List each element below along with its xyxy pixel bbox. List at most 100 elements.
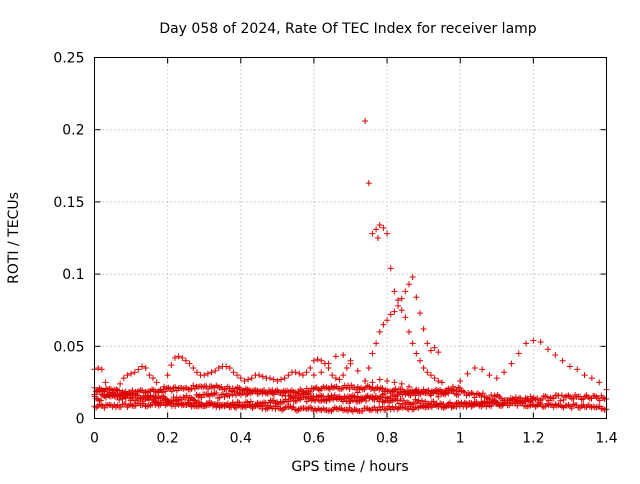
data-point-satellite-a	[135, 366, 142, 373]
data-point-band-3	[312, 396, 319, 403]
x-tick-label: 0.6	[303, 431, 325, 447]
data-point-satellite-d	[398, 295, 405, 302]
y-tick-label: 0.25	[53, 51, 84, 67]
data-point-satellite-b	[347, 357, 354, 364]
data-point-satellite-c	[384, 230, 391, 237]
data-point-satellite-a	[307, 364, 314, 371]
data-point-band-3	[221, 393, 228, 400]
data-point-satellite-c	[362, 118, 369, 125]
data-point-band-2	[440, 400, 447, 407]
data-point-band-2	[550, 395, 557, 402]
data-point-satellite-a	[314, 356, 321, 363]
data-point-band-2	[570, 395, 577, 402]
data-point-satellite-b	[486, 372, 493, 379]
data-point-satellite-a	[223, 363, 230, 370]
data-point-satellite-a	[120, 375, 127, 382]
data-point-band-1	[379, 403, 386, 410]
data-point-band-3	[183, 392, 190, 399]
data-point-satellite-b	[501, 369, 508, 376]
data-point-band-2	[558, 392, 565, 399]
data-point-satellite-b	[544, 346, 551, 353]
data-point-satellite-a	[186, 360, 193, 367]
data-point-satellite-d	[420, 325, 427, 332]
data-point-band-3	[226, 392, 233, 399]
data-point-satellite-a	[329, 372, 336, 379]
data-point-satellite-a	[215, 364, 222, 371]
data-point-satellite-a	[182, 357, 189, 364]
data-point-satellite-b	[318, 369, 325, 376]
data-point-band-4	[346, 386, 353, 393]
data-point-satellite-d	[380, 321, 387, 328]
data-point-band-3	[351, 394, 358, 401]
data-point-band-2	[534, 395, 541, 402]
data-point-satellite-a	[201, 372, 208, 379]
data-point-band-3	[455, 391, 462, 398]
data-point-satellite-a	[310, 357, 317, 364]
y-tick-label: 0.05	[53, 339, 84, 355]
data-point-satellite-a	[259, 373, 266, 380]
data-point-satellite-b	[596, 379, 603, 386]
data-point-band-3	[371, 396, 378, 403]
data-point-band-4	[94, 388, 101, 395]
x-tick-label: 0	[90, 431, 99, 447]
data-point-band-1	[344, 408, 351, 415]
data-point-satellite-b	[406, 383, 413, 390]
data-point-satellite-c	[376, 222, 383, 229]
data-point-satellite-a	[270, 376, 277, 383]
data-point-band-2	[214, 399, 221, 406]
data-point-satellite-a	[234, 372, 241, 379]
data-point-satellite-a	[237, 375, 244, 382]
data-point-satellite-c	[369, 230, 376, 237]
data-point-satellite-d	[435, 349, 442, 356]
data-point-satellite-a	[98, 366, 105, 373]
data-point-satellite-a	[142, 364, 149, 371]
data-point-band-1	[374, 407, 381, 414]
data-point-band-3	[160, 393, 167, 400]
data-point-band-2	[596, 397, 603, 404]
data-point-band-2	[397, 396, 404, 403]
data-point-satellite-b	[566, 363, 573, 370]
x-tick-label: 1	[456, 431, 465, 447]
data-point-band-3	[318, 393, 325, 400]
data-point-satellite-c	[387, 265, 394, 272]
data-point-satellite-b	[479, 366, 486, 373]
data-point-satellite-a	[175, 353, 182, 360]
data-point-satellite-a	[193, 369, 200, 376]
data-point-band-4	[168, 388, 175, 395]
data-point-satellite-b	[332, 353, 339, 360]
data-point-band-4	[101, 388, 108, 395]
data-point-satellite-c	[402, 314, 409, 321]
data-point-band-3	[325, 393, 332, 400]
data-point-satellite-a	[292, 369, 299, 376]
data-point-satellite-b	[391, 379, 398, 386]
data-point-satellite-a	[139, 363, 146, 370]
data-point-band-2	[557, 397, 564, 404]
data-point-band-3	[489, 396, 496, 403]
x-tick-label: 0.4	[230, 431, 252, 447]
data-point-satellite-a	[153, 379, 160, 386]
y-tick-label: 0	[76, 412, 85, 428]
data-point-satellite-b	[508, 360, 515, 367]
x-tick-label: 1.4	[595, 431, 617, 447]
data-point-satellite-b	[574, 366, 581, 373]
data-point-satellite-b	[354, 367, 361, 374]
data-point-band-2	[264, 402, 271, 409]
data-point-satellite-a	[171, 354, 178, 361]
data-point-band-2	[430, 398, 437, 405]
data-point-band-2	[193, 402, 200, 409]
data-point-satellite-a	[131, 369, 138, 376]
data-point-satellite-c	[438, 379, 445, 386]
data-point-satellite-b	[457, 377, 464, 384]
data-point-satellite-c	[380, 224, 387, 231]
data-point-satellite-c	[424, 369, 431, 376]
data-point-satellite-a	[340, 372, 347, 379]
data-point-satellite-d	[395, 302, 402, 309]
data-point-band-2	[420, 402, 427, 409]
data-point-satellite-a	[190, 364, 197, 371]
x-tick-label: 0.8	[376, 431, 398, 447]
data-point-satellite-c	[416, 357, 423, 364]
data-point-band-3	[349, 397, 356, 404]
data-point-band-3	[372, 392, 379, 399]
